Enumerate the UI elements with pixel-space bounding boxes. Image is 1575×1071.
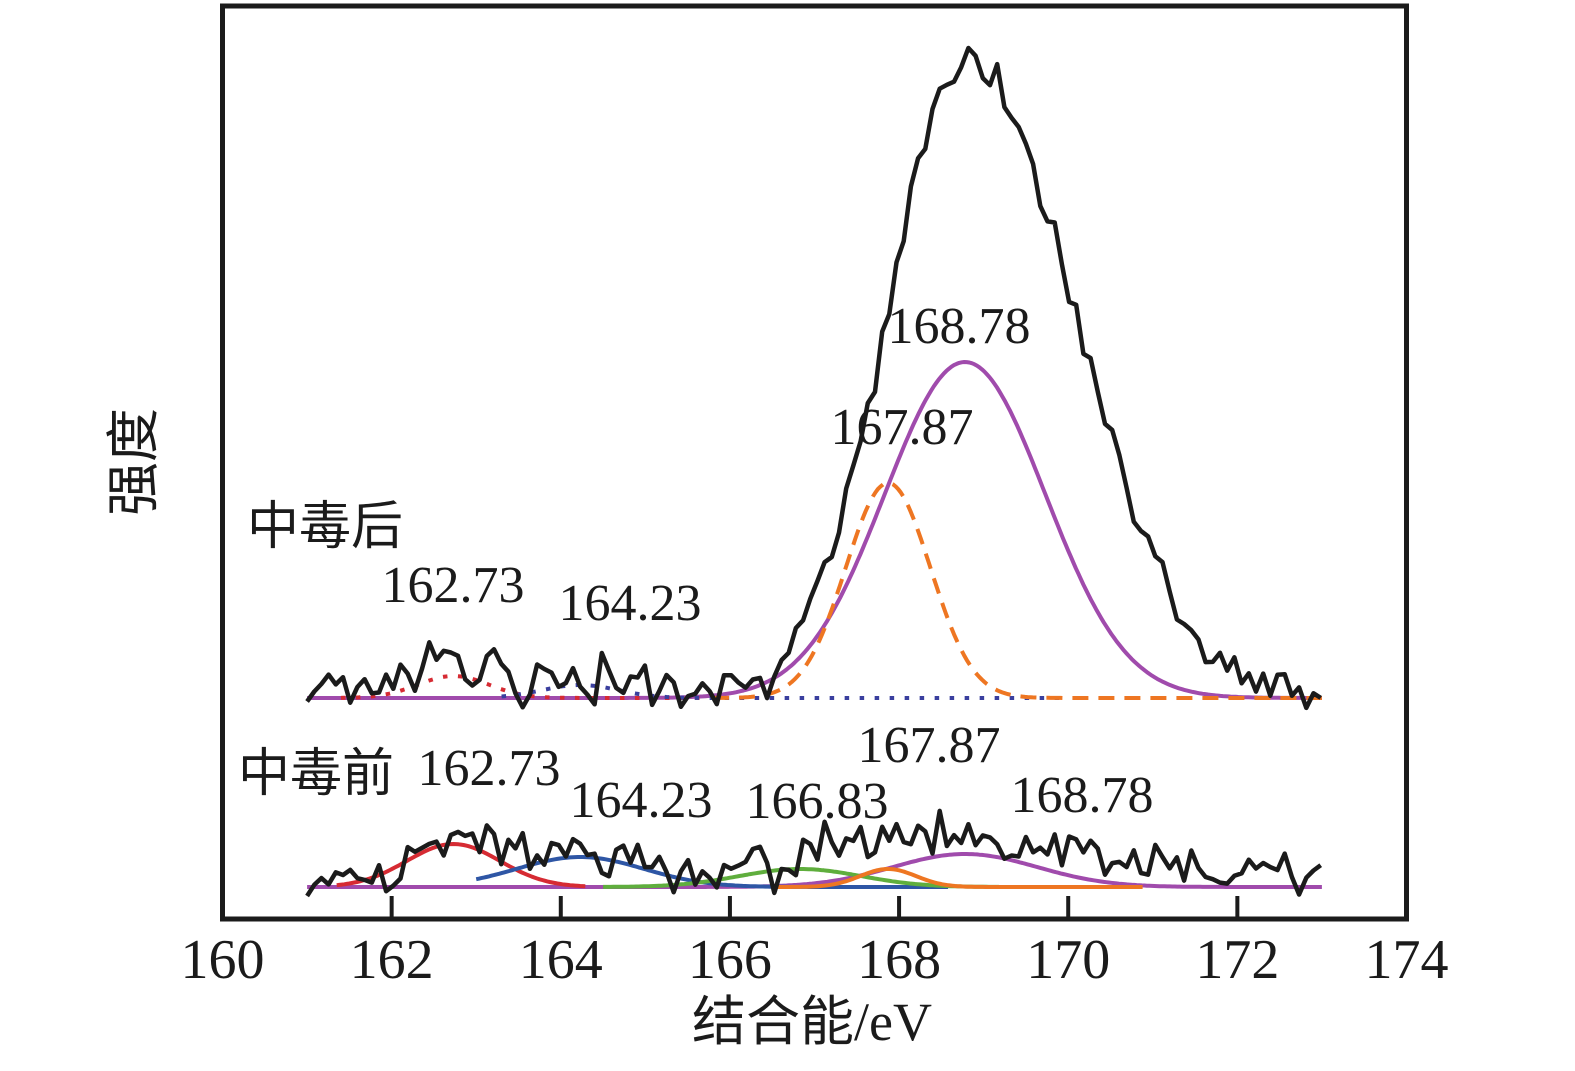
fit-component-lower-168.78: [307, 852, 1322, 889]
raw-spectrum-upper: [305, 45, 1322, 711]
x-tick-172: 172: [1195, 929, 1279, 991]
x-tick-170: 170: [1026, 929, 1110, 991]
plot-frame: [220, 3, 1409, 922]
annotation-before-168-78: 168.78: [1011, 767, 1154, 824]
x-axis-title: 结合能/eV: [692, 992, 932, 1052]
raw-spectrum-lower: [305, 808, 1323, 898]
annotation-after-162-73: 162.73: [382, 557, 525, 614]
x-tick-162: 162: [350, 929, 434, 991]
annotation-before-167-87: 167.87: [858, 717, 1001, 774]
x-axis-ticks: [389, 896, 1240, 917]
fit-component-lower-167.87: [772, 867, 1143, 889]
fit-component-upper-168.78: [307, 360, 1322, 700]
annotation-after-167-87: 167.87: [831, 399, 974, 456]
fit-component-lower-162.73: [336, 842, 586, 889]
series-label-after-poisoning: 中毒后: [247, 499, 403, 556]
x-tick-164: 164: [519, 929, 603, 991]
x-tick-166: 166: [688, 929, 772, 991]
annotation-after-164-23: 164.23: [559, 575, 702, 632]
x-tick-160: 160: [181, 929, 265, 991]
series-label-before-poisoning: 中毒前: [238, 746, 394, 803]
x-tick-168: 168: [857, 929, 941, 991]
annotation-before-166-83: 166.83: [746, 773, 889, 830]
annotation-before-162-73: 162.73: [418, 740, 561, 797]
annotation-after-168-78: 168.78: [888, 298, 1031, 355]
y-axis-title: 强度: [104, 408, 164, 516]
annotation-before-164-23: 164.23: [570, 772, 713, 829]
curves-layer: [305, 45, 1323, 898]
x-tick-174: 174: [1365, 929, 1449, 991]
